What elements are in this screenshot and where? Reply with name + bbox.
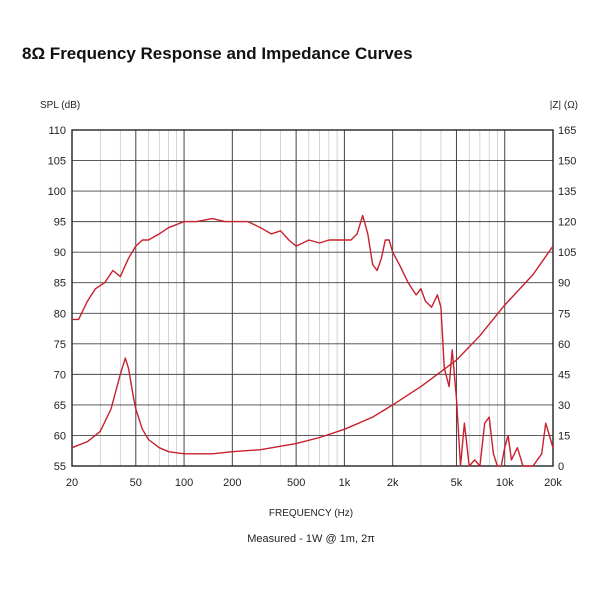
x-tick-label: 2k	[387, 477, 399, 489]
y-left-axis-title: SPL (dB)	[40, 100, 80, 111]
chart-title: 8Ω Frequency Response and Impedance Curv…	[22, 44, 413, 63]
y-right-tick-label: 165	[558, 125, 576, 137]
y-right-tick-label: 60	[558, 339, 570, 351]
axis-labels: 20 50 100 200 500 1k 2k 5k 10k 20k 110 105 100 95 90 85…	[48, 125, 577, 489]
y-left-tick-label: 100	[48, 186, 66, 198]
y-left-tick-label: 65	[54, 400, 66, 412]
y-left-tick-label: 70	[54, 369, 66, 381]
y-left-tick-label: 55	[54, 461, 66, 473]
x-tick-label: 5k	[451, 477, 463, 489]
plot-grid	[72, 129, 553, 467]
y-right-tick-label: 135	[558, 186, 576, 198]
y-left-tick-label: 105	[48, 156, 66, 168]
y-right-tick-label: 150	[558, 156, 576, 168]
y-right-tick-label: 45	[558, 369, 570, 381]
spl-curve	[72, 214, 554, 467]
x-tick-label: 100	[175, 477, 193, 489]
x-tick-label: 50	[130, 477, 142, 489]
y-right-tick-label: 90	[558, 278, 570, 290]
y-right-tick-label: 0	[558, 461, 564, 473]
y-left-tick-label: 110	[48, 125, 66, 137]
y-left-tick-label: 85	[54, 278, 66, 290]
x-tick-label: 10k	[496, 477, 514, 489]
x-tick-label: 1k	[339, 477, 351, 489]
y-right-tick-label: 75	[558, 308, 570, 320]
x-tick-label: 200	[223, 477, 241, 489]
plot-curves	[71, 214, 554, 467]
y-left-tick-label: 90	[54, 247, 66, 259]
y-left-tick-label: 80	[54, 308, 66, 320]
y-left-tick-label: 95	[54, 217, 66, 229]
y-right-axis-title: |Z| (Ω)	[550, 100, 578, 111]
plot-frame	[71, 129, 554, 467]
x-tick-label: 20	[66, 477, 78, 489]
x-tick-label: 20k	[544, 477, 562, 489]
y-right-tick-label: 30	[558, 400, 570, 412]
y-right-tick-label: 15	[558, 430, 570, 442]
x-tick-label: 500	[287, 477, 305, 489]
y-left-tick-label: 60	[54, 430, 66, 442]
y-right-tick-label: 105	[558, 247, 576, 259]
y-left-tick-label: 75	[54, 339, 66, 351]
x-axis-title: FREQUENCY (Hz)	[269, 508, 353, 519]
y-right-tick-label: 120	[558, 217, 576, 229]
impedance-curve	[71, 245, 554, 455]
measurement-note: Measured - 1W @ 1m, 2π	[247, 533, 375, 545]
plot-border	[71, 129, 554, 467]
